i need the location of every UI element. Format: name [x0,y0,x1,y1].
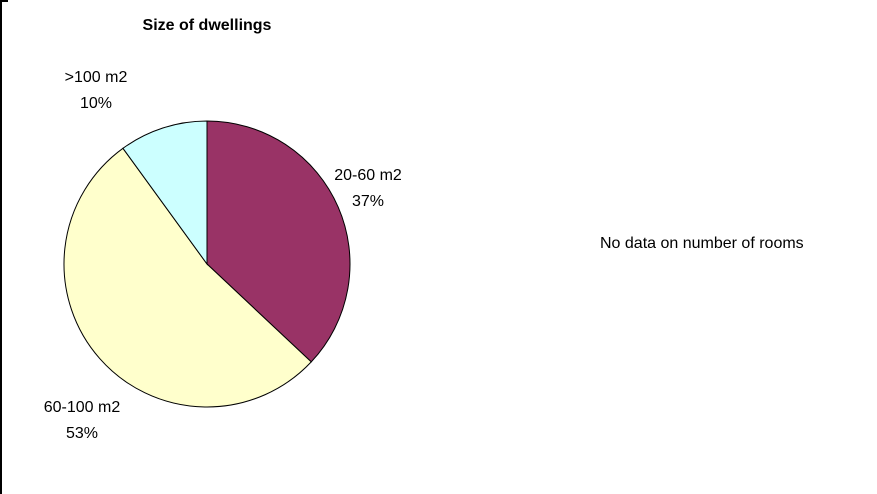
pie-slice-1 [63,147,312,408]
pie-slice-0 [206,120,351,363]
frame-left-border [0,0,2,494]
side-note: No data on number of rooms [600,235,804,252]
pie-slices [63,120,351,408]
frame-corner-tick [0,0,8,2]
slice-value-label-2: 10% [80,95,112,112]
slice-label-1: 60-100 m2 [44,399,121,416]
chart-title: Size of dwellings [143,17,272,34]
slice-value-label-0: 37% [352,193,384,210]
slice-labels: 20-60 m2 37% 60-100 m2 53% >100 m2 10% [44,69,402,442]
pie-slice-2 [122,120,208,266]
slice-label-0: 20-60 m2 [334,167,402,184]
slice-label-2: >100 m2 [65,69,128,86]
slice-value-label-1: 53% [66,425,98,442]
